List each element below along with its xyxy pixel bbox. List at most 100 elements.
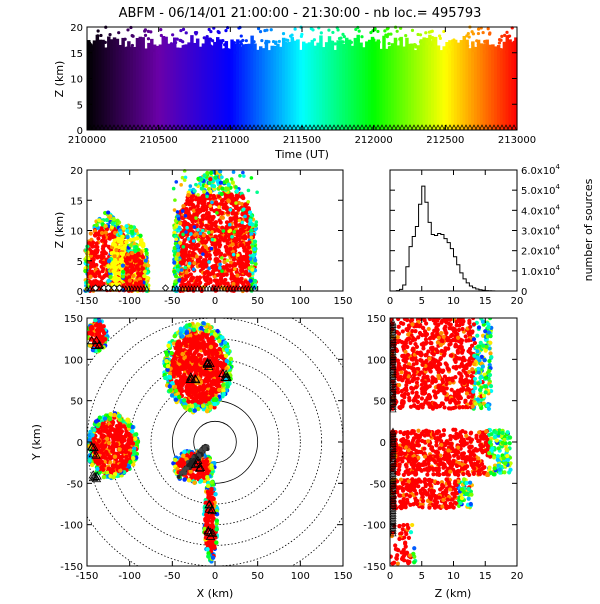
source-point bbox=[186, 369, 190, 373]
source-point bbox=[234, 185, 238, 189]
source-point bbox=[339, 37, 342, 40]
time-height-sources bbox=[87, 25, 518, 130]
source-point bbox=[221, 216, 225, 220]
source-point bbox=[163, 376, 167, 380]
source-point bbox=[125, 229, 129, 233]
source-point bbox=[192, 328, 196, 332]
source-point bbox=[173, 279, 177, 283]
source-point bbox=[212, 398, 216, 402]
source-point bbox=[131, 44, 134, 47]
x-tick-label: 150 bbox=[333, 296, 352, 307]
y-tick-label: 3.0x104 bbox=[521, 224, 561, 238]
source-point bbox=[137, 47, 140, 50]
source-point bbox=[264, 41, 267, 44]
source-point bbox=[113, 454, 117, 458]
source-point bbox=[102, 250, 106, 254]
source-point bbox=[120, 246, 124, 250]
source-point bbox=[483, 50, 486, 53]
source-point bbox=[223, 235, 227, 239]
source-point bbox=[350, 41, 353, 44]
source-point bbox=[284, 38, 287, 41]
x-tick-label: 100 bbox=[291, 296, 310, 307]
source-point bbox=[404, 34, 407, 37]
source-point bbox=[111, 222, 115, 226]
source-point bbox=[87, 458, 91, 462]
source-point bbox=[224, 354, 228, 358]
source-point bbox=[89, 43, 92, 46]
source-point bbox=[102, 236, 106, 240]
source-point bbox=[252, 247, 256, 251]
source-point bbox=[179, 457, 183, 461]
source-point bbox=[197, 387, 201, 391]
source-point bbox=[126, 28, 129, 31]
source-point bbox=[254, 220, 258, 224]
source-point bbox=[230, 194, 234, 198]
source-point bbox=[200, 186, 204, 190]
source-point bbox=[422, 39, 425, 42]
source-point bbox=[106, 210, 110, 214]
x-height-ylabel: Z (km) bbox=[53, 212, 66, 249]
y-tick-label: 15 bbox=[70, 49, 83, 60]
source-point bbox=[187, 363, 191, 367]
source-point bbox=[100, 276, 104, 280]
source-point bbox=[282, 32, 285, 35]
source-point bbox=[482, 31, 485, 34]
source-point bbox=[205, 409, 209, 413]
source-point bbox=[105, 218, 109, 222]
source-point bbox=[134, 228, 138, 232]
source-point bbox=[185, 226, 189, 230]
source-point bbox=[220, 187, 224, 191]
source-point bbox=[191, 42, 194, 45]
source-point bbox=[132, 449, 136, 453]
source-point bbox=[101, 245, 105, 249]
source-point bbox=[498, 38, 501, 41]
source-point bbox=[187, 237, 191, 241]
source-point bbox=[247, 189, 251, 193]
source-point bbox=[376, 30, 379, 33]
source-point bbox=[254, 228, 258, 232]
source-point bbox=[134, 281, 138, 285]
source-point bbox=[208, 326, 212, 330]
source-point bbox=[396, 30, 399, 33]
source-point bbox=[199, 479, 203, 483]
source-point bbox=[98, 415, 102, 419]
source-point bbox=[173, 42, 176, 45]
source-point bbox=[230, 272, 234, 276]
source-point bbox=[119, 435, 123, 439]
histogram-line bbox=[390, 186, 517, 291]
source-point bbox=[201, 321, 205, 325]
source-point bbox=[197, 278, 201, 282]
source-point bbox=[104, 429, 108, 433]
source-point bbox=[240, 235, 244, 239]
source-point bbox=[213, 244, 217, 248]
source-point bbox=[424, 31, 427, 34]
source-point bbox=[134, 245, 138, 249]
y-tick-label: 5 bbox=[77, 100, 83, 111]
source-point bbox=[172, 187, 176, 191]
source-point bbox=[488, 31, 491, 34]
source-point bbox=[183, 405, 187, 409]
source-point bbox=[124, 240, 128, 244]
source-point bbox=[477, 43, 480, 46]
source-point bbox=[471, 42, 474, 45]
source-point bbox=[425, 48, 428, 51]
source-point bbox=[122, 424, 126, 428]
source-point bbox=[96, 270, 100, 274]
y-tick-exponent: 4 bbox=[556, 203, 561, 211]
source-point bbox=[204, 49, 207, 52]
source-point bbox=[500, 35, 503, 38]
source-point bbox=[235, 189, 239, 193]
source-point bbox=[199, 232, 203, 236]
source-point bbox=[117, 264, 121, 268]
source-point bbox=[183, 178, 187, 182]
source-point bbox=[238, 44, 241, 47]
source-point bbox=[151, 49, 154, 52]
source-point bbox=[419, 40, 422, 43]
source-point bbox=[110, 449, 114, 453]
source-point bbox=[166, 364, 170, 368]
source-point bbox=[93, 252, 97, 256]
source-point bbox=[188, 389, 192, 393]
source-point bbox=[96, 34, 99, 37]
